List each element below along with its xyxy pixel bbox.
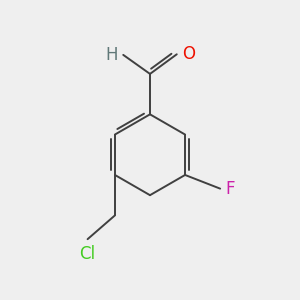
Text: H: H (105, 46, 118, 64)
Text: F: F (226, 180, 235, 198)
Text: O: O (182, 45, 195, 63)
Text: Cl: Cl (80, 244, 96, 262)
